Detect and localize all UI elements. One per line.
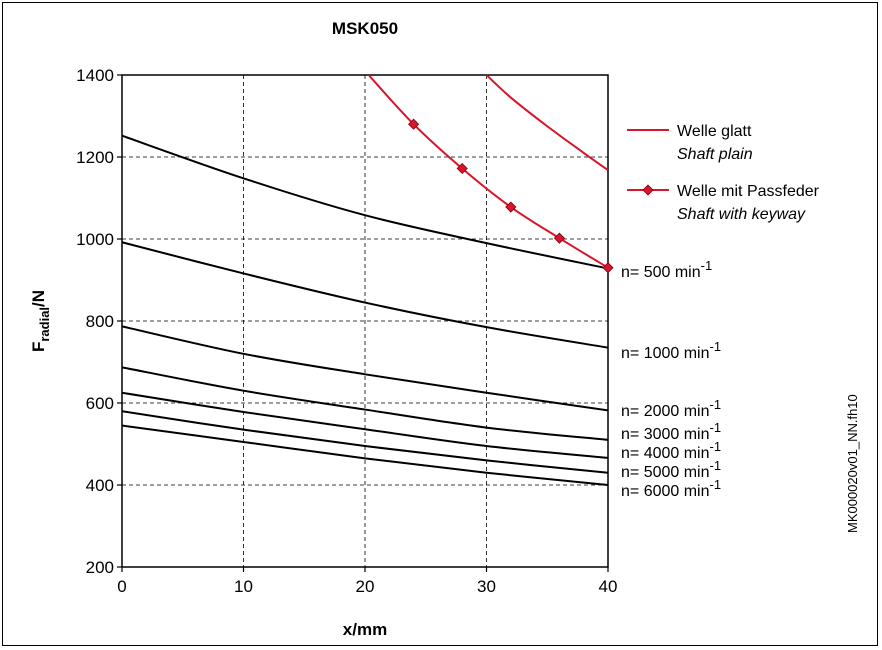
legend-label-translation: Shaft with keyway <box>677 206 806 223</box>
grid <box>122 75 608 567</box>
legend-label: Welle glatt <box>677 123 752 140</box>
legend-label: Welle mit Passfeder <box>677 183 820 200</box>
chart-title: MSK050 <box>332 19 398 38</box>
x-axis-label: x/mm <box>343 620 387 639</box>
speed-curve <box>122 134 608 270</box>
speed-series-label: n= 1000 min-1 <box>621 339 721 362</box>
data-point-marker <box>505 201 517 213</box>
x-axis: 0 10 20 30 40 <box>117 567 617 596</box>
y-axis-label-sub: radial <box>37 307 52 342</box>
y-axis: 200 400 600 800 1000 1200 1400 <box>76 66 122 577</box>
y-axis-label-suffix: /N <box>29 290 48 307</box>
y-tick-label: 400 <box>86 476 114 495</box>
x-tick-label: 10 <box>234 577 253 596</box>
data-point-marker <box>553 232 565 244</box>
legend-label-translation: Shaft plain <box>677 146 753 163</box>
speed-series-label: n= 4000 min-1 <box>621 439 721 462</box>
x-tick-label: 40 <box>599 577 618 596</box>
x-tick-label: 0 <box>117 577 126 596</box>
speed-series-label: n= 6000 min-1 <box>621 477 721 500</box>
x-tick-label: 20 <box>356 577 375 596</box>
legend: Welle glatt Shaft plain Welle mit Passfede… <box>627 123 820 223</box>
speed-series-label: n= 500 min-1 <box>621 258 712 281</box>
x-tick-label: 30 <box>477 577 496 596</box>
speed-series-label: n= 2000 min-1 <box>621 397 721 420</box>
speed-series-label: n= 5000 min-1 <box>621 458 721 481</box>
legend-marker <box>642 184 654 196</box>
speed-curve <box>122 366 608 441</box>
speed-curve <box>122 424 608 486</box>
data-point-marker <box>456 162 468 175</box>
speed-curve <box>122 410 608 474</box>
speed-curve <box>122 391 608 459</box>
markers-group <box>408 118 614 274</box>
y-tick-label: 1000 <box>76 230 114 249</box>
speed-curve <box>122 241 608 349</box>
y-tick-label: 600 <box>86 394 114 413</box>
plain-shaft-curve <box>485 75 608 171</box>
y-axis-label: Fradial/N <box>29 290 52 352</box>
speed-curve <box>122 325 608 412</box>
y-tick-label: 1400 <box>76 66 114 85</box>
data-point-marker <box>602 262 614 274</box>
speed-series-label: n= 3000 min-1 <box>621 420 721 443</box>
y-axis-label-main: F <box>29 342 48 352</box>
side-note: MK000020v01_NN.fh10 <box>845 394 860 533</box>
chart: MSK050 200 400 600 800 1000 1200 1400 0 10 20 30 4… <box>29 19 860 639</box>
y-tick-label: 1200 <box>76 148 114 167</box>
data-point-marker <box>408 118 420 130</box>
y-tick-label: 800 <box>86 312 114 331</box>
speed-labels: n= 500 min-1n= 1000 min-1n= 2000 min-1n=… <box>621 258 721 500</box>
y-tick-label: 200 <box>86 558 114 577</box>
